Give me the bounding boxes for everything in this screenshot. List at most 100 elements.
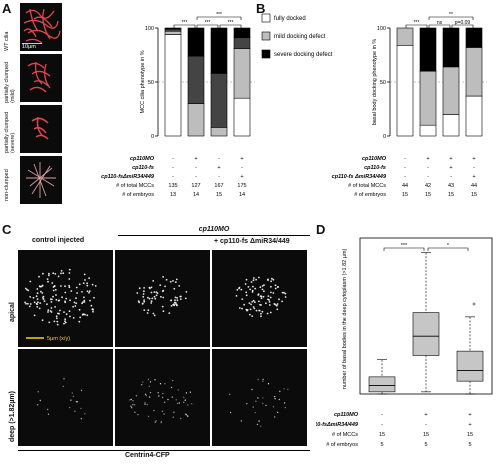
centrin-dot-r1-c2-20 <box>252 406 254 408</box>
centrin-dot-r1-c1-19 <box>191 403 193 405</box>
centrin-dot-r1-c2-23 <box>246 403 248 405</box>
bar-2-seg-3 <box>210 27 228 74</box>
centrin-dot-r1-c0-14 <box>37 391 39 393</box>
centrin-dot-r0-c0-25 <box>62 272 65 275</box>
centrin-dot-r0-c0-114 <box>57 299 60 302</box>
centrin-dot-r0-c0-45 <box>83 296 85 299</box>
condition-4-value-2: 15 <box>448 192 454 198</box>
panel-letter-c: C <box>2 222 12 237</box>
centrin-dot-r0-c1-66 <box>143 300 146 303</box>
centrin-dot-r0-c1-33 <box>156 292 159 294</box>
centrin-dot-r0-c2-41 <box>249 313 251 316</box>
centrin-dot-r1-c2-26 <box>254 411 256 414</box>
sig-label-0: *** <box>414 20 420 26</box>
centrin-dot-r0-c0-132 <box>57 312 59 315</box>
centrin-dot-r1-c1-55 <box>189 391 192 393</box>
centrin-dot-r0-c1-29 <box>175 278 178 281</box>
centrin-dot-r0-c0-95 <box>84 279 86 281</box>
condition-label-3: # of total MCCs <box>116 183 154 189</box>
bar-1-seg-1 <box>187 103 205 137</box>
centrin-dot-r1-c1-2 <box>147 378 150 381</box>
centrin-dot-r1-c0-1 <box>84 413 86 415</box>
condition-3-value-3: 44 <box>471 183 477 189</box>
centrin-dot-r0-c0-72 <box>54 273 57 275</box>
centrin-dot-r0-c0-6 <box>54 288 57 291</box>
centrin-dot-r0-c0-87 <box>68 268 71 271</box>
centrin-dot-r0-c1-38 <box>174 296 177 299</box>
panel-letter-a: A <box>2 1 12 16</box>
centrin-dot-r1-c2-22 <box>283 388 285 390</box>
centrin-dot-r1-c1-25 <box>135 395 138 397</box>
condition-2-value-2: - <box>450 174 452 180</box>
centrin-dot-r0-c0-65 <box>61 296 63 299</box>
centrin-dot-r0-c1-2 <box>172 280 174 282</box>
legend-swatch-0 <box>261 13 271 23</box>
centrin-dot-r0-c0-127 <box>33 314 36 317</box>
panel-letter-d: D <box>316 222 326 237</box>
centrin-dot-r0-c2-33 <box>268 304 271 306</box>
centrin-dot-r1-c1-15 <box>172 416 174 418</box>
bar-3-seg-3 <box>233 27 251 39</box>
centrin-dot-r1-c2-12 <box>262 402 264 405</box>
centrin-dot-r0-c2-22 <box>251 315 254 317</box>
centrin-dot-r1-c1-52 <box>180 417 182 420</box>
centrin-dot-r0-c2-38 <box>252 285 254 288</box>
centrin-dot-r0-c2-64 <box>249 308 252 311</box>
centrin-dot-r0-c0-64 <box>64 285 66 288</box>
centrin-dot-r0-c1-28 <box>162 296 165 299</box>
sig-label-1: ns <box>437 20 443 26</box>
bar-1-seg-2 <box>419 27 437 72</box>
condition-3-value-1: 127 <box>191 183 200 189</box>
sig-label-0: *** <box>401 243 408 249</box>
centrin-dot-r0-c1-53 <box>164 285 167 288</box>
centrin-dot-r0-c0-60 <box>52 295 54 298</box>
centrin-dot-r0-c0-69 <box>93 296 95 299</box>
centrin-dot-r1-c1-9 <box>132 400 134 402</box>
centrin-dot-r1-c0-11 <box>71 392 73 394</box>
centrin-dot-r0-c0-82 <box>46 278 49 280</box>
centrin-dot-r0-c1-18 <box>162 310 165 313</box>
centrin-dot-r0-c0-48 <box>27 302 29 305</box>
sig-bracket-3 <box>428 16 474 20</box>
y-tick-label-0: 0 <box>151 134 154 140</box>
bar-2-seg-2 <box>210 73 228 128</box>
centrin-dot-r0-c2-10 <box>252 299 255 302</box>
centrin-dot-r0-c0-70 <box>29 303 32 305</box>
centrin-dot-r0-c1-3 <box>142 293 145 295</box>
centrin-dot-r0-c0-18 <box>40 290 42 293</box>
condition-1-value-2: + <box>468 422 471 428</box>
centrin-dot-r0-c2-13 <box>249 288 252 291</box>
centrin-dot-r0-c2-71 <box>267 298 269 301</box>
centrin-dot-r1-c1-59 <box>163 401 166 403</box>
centrin-dot-r0-c2-36 <box>283 291 285 294</box>
centrin-dot-r0-c2-59 <box>255 309 258 312</box>
condition-2-value-1: 15 <box>423 432 429 438</box>
centrin-dot-r0-c0-19 <box>79 316 82 319</box>
condition-2-value-1: - <box>195 174 197 180</box>
centrin-dot-r0-c1-9 <box>154 297 157 300</box>
sig-label-3: *** <box>216 12 222 18</box>
sig-label-2: *** <box>228 20 234 26</box>
centrin-dot-r0-c1-54 <box>148 286 151 289</box>
sig-bracket-1 <box>427 247 469 251</box>
centrin-dot-r0-c0-85 <box>78 283 81 286</box>
centrin-dot-r0-c2-47 <box>236 288 239 291</box>
centrin-dot-r0-c1-41 <box>142 295 145 298</box>
centrin-dot-r0-c2-87 <box>261 288 264 291</box>
centrin-dot-r1-c1-30 <box>134 404 136 406</box>
condition-4-value-1: 15 <box>425 192 431 198</box>
condition-1-value-0: - <box>172 165 174 171</box>
cp110mo-group: cp110MO <box>118 226 310 236</box>
centrin-dot-r0-c1-27 <box>185 291 188 293</box>
centrin-dot-r0-c0-77 <box>89 299 91 302</box>
centrin-dot-r1-c1-31 <box>184 399 186 401</box>
chart-d: number of basal bodies in the deep cytop… <box>316 237 493 448</box>
y-tick-label-1: 50 <box>148 80 154 86</box>
centrin-dot-r0-c0-30 <box>81 291 83 293</box>
box-2-outlier-0 <box>472 302 476 306</box>
y-axis-label: number of basal bodies in the deep cytop… <box>342 249 348 390</box>
centrin-dot-r0-c2-45 <box>259 286 262 289</box>
condition-2-value-0: - <box>172 174 174 180</box>
y-tick-label-2: 100 <box>145 26 154 32</box>
bar-2-seg-1 <box>442 66 460 115</box>
